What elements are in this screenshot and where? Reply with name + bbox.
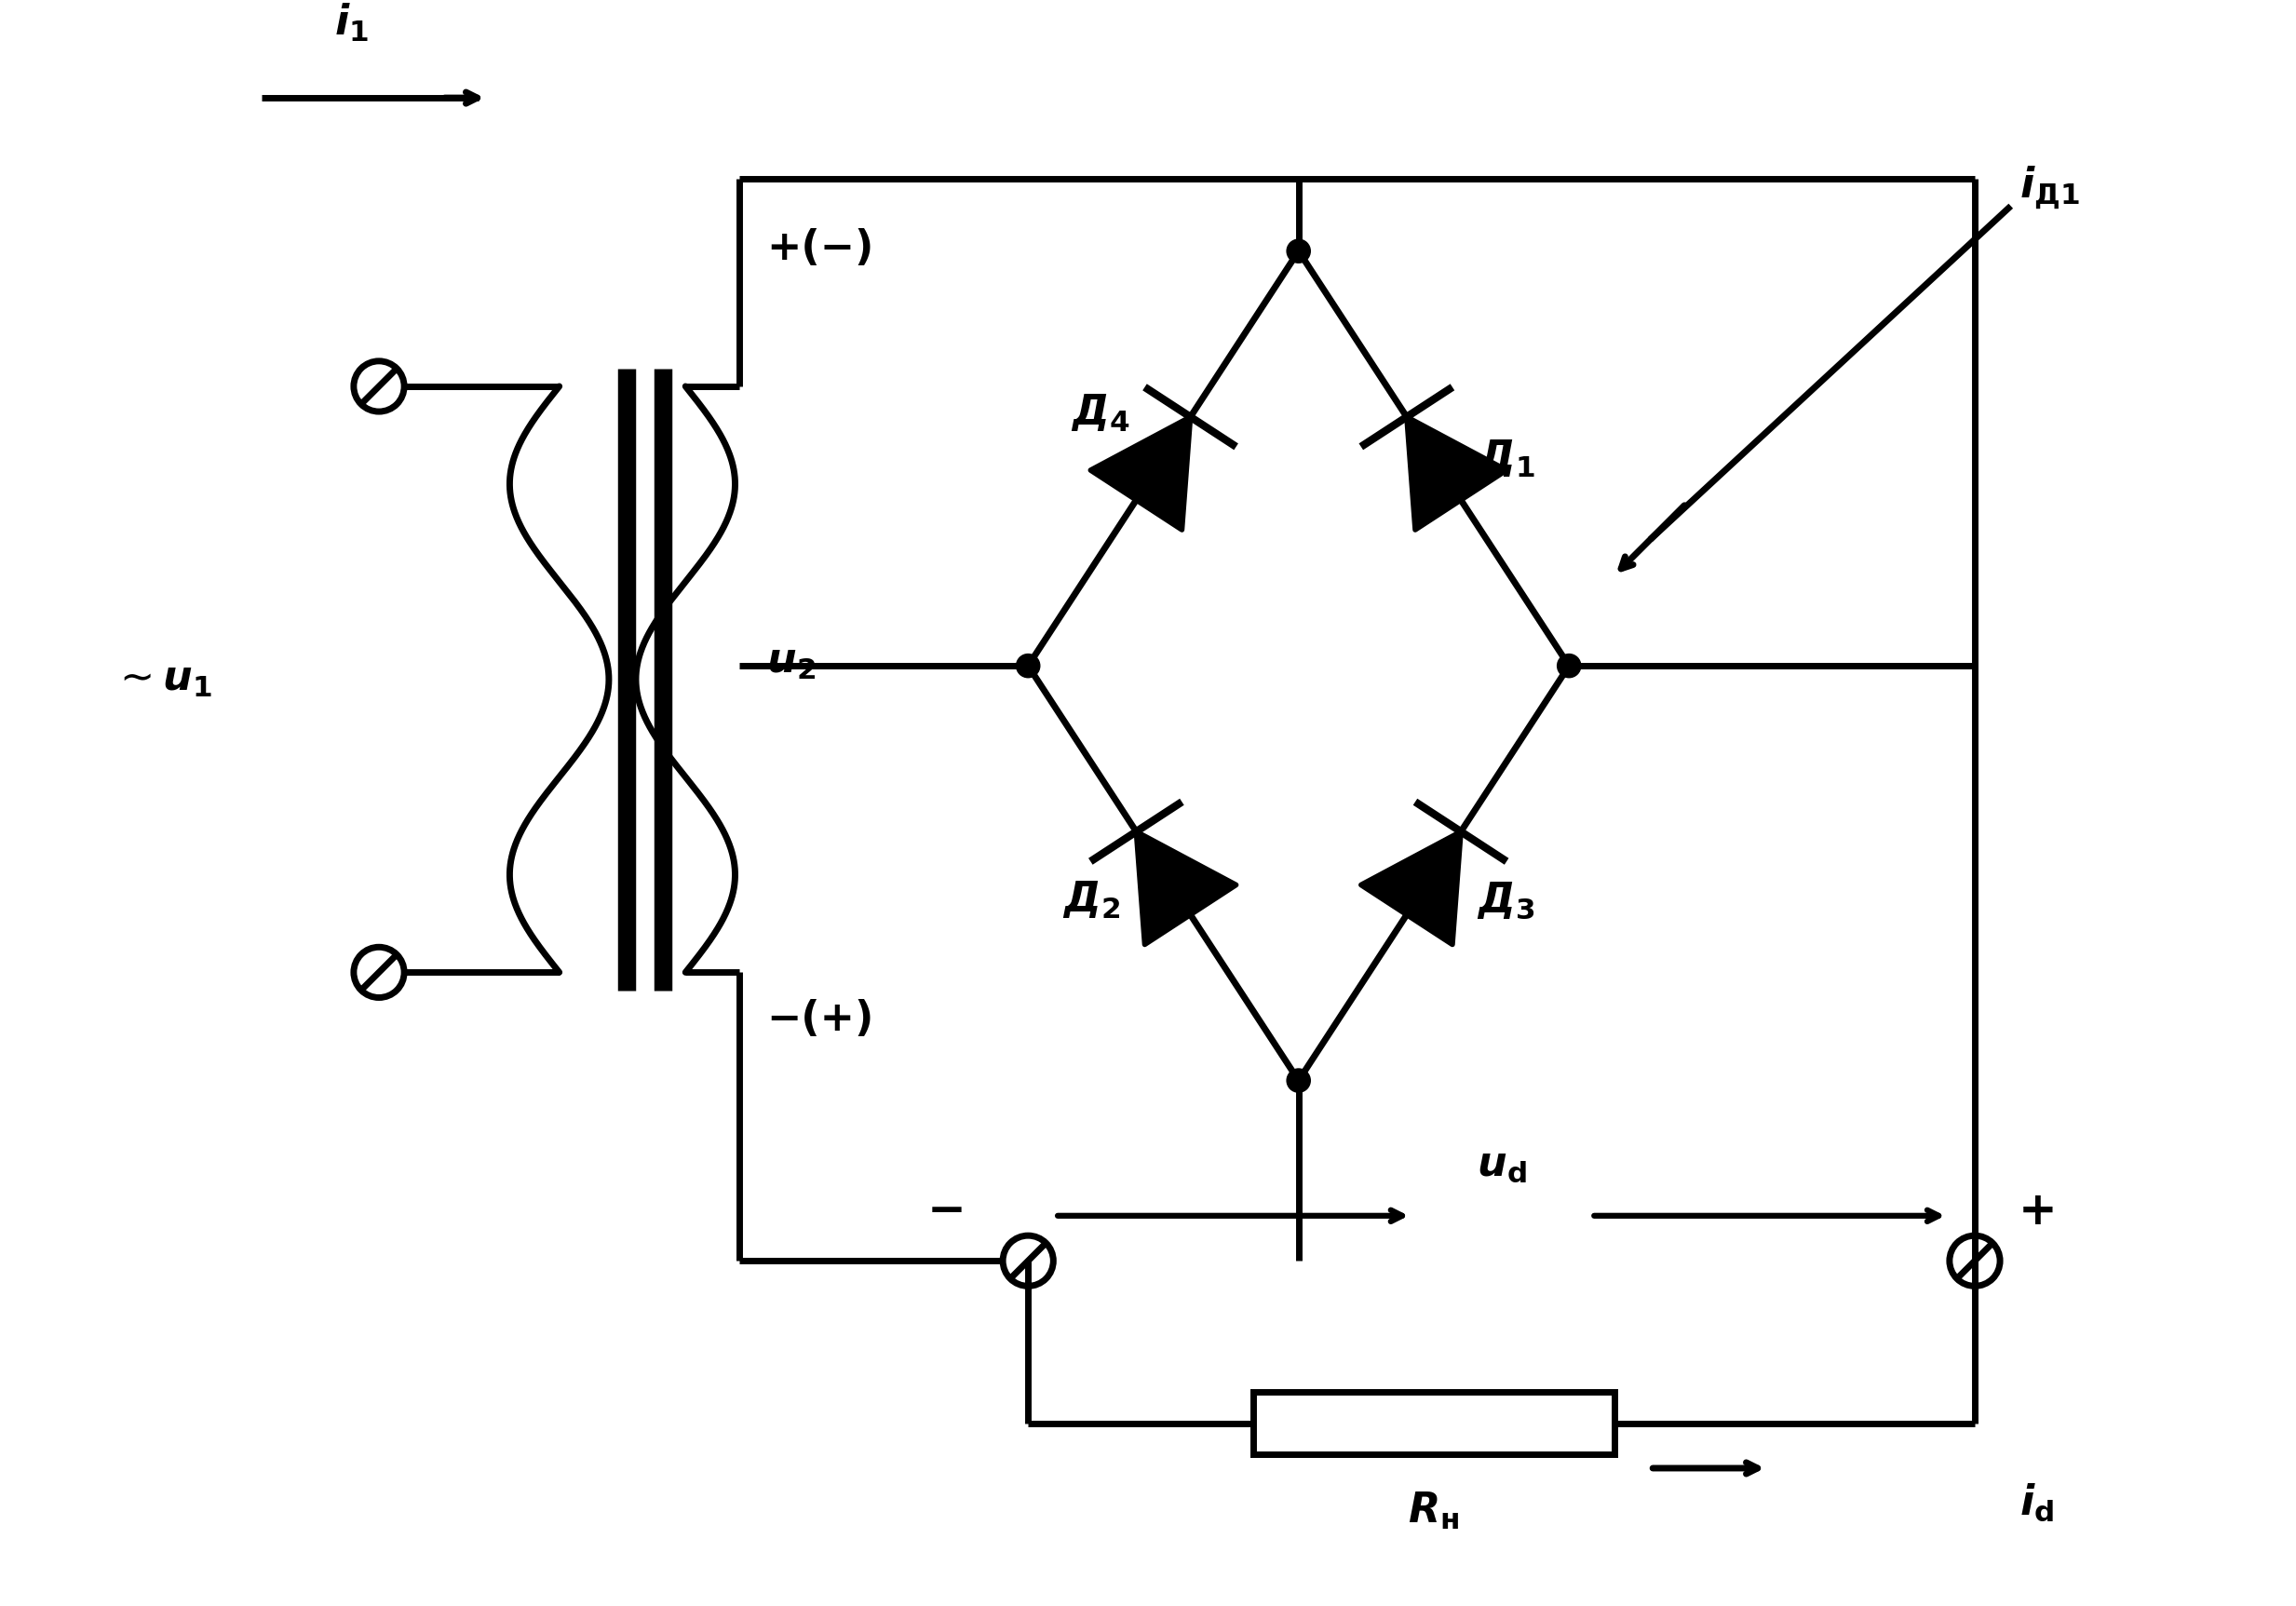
Text: i$_\mathbf{1}$: i$_\mathbf{1}$: [335, 2, 370, 43]
Text: R$_\mathbf{н}$: R$_\mathbf{н}$: [1407, 1490, 1460, 1532]
Text: i$_\mathbf{d}$: i$_\mathbf{d}$: [2020, 1482, 2055, 1522]
Circle shape: [1557, 654, 1580, 678]
Text: Д$_\mathbf{4}$: Д$_\mathbf{4}$: [1070, 393, 1130, 434]
Text: i$_{\mathbf{Д1}}$: i$_{\mathbf{Д1}}$: [2020, 164, 2080, 212]
Polygon shape: [1137, 832, 1235, 944]
Text: +: +: [2018, 1188, 2057, 1233]
Polygon shape: [1407, 418, 1506, 530]
Polygon shape: [1091, 418, 1189, 530]
Text: u$_\mathbf{2}$: u$_\mathbf{2}$: [767, 641, 815, 681]
Text: Д$_\mathbf{3}$: Д$_\mathbf{3}$: [1476, 880, 1536, 920]
Text: $\sim$u$_\mathbf{1}$: $\sim$u$_\mathbf{1}$: [113, 660, 214, 699]
Circle shape: [1286, 1070, 1311, 1092]
Bar: [1254, 1391, 1614, 1455]
Circle shape: [1017, 654, 1040, 678]
Circle shape: [1286, 239, 1311, 263]
Text: u$_\mathbf{d}$: u$_\mathbf{d}$: [1476, 1143, 1527, 1184]
Text: −(+): −(+): [767, 999, 875, 1039]
Text: +(−): +(−): [767, 228, 875, 268]
Text: Д$_\mathbf{2}$: Д$_\mathbf{2}$: [1063, 880, 1120, 920]
Polygon shape: [1362, 832, 1460, 944]
Text: −: −: [928, 1188, 967, 1233]
Text: Д$_\mathbf{1}$: Д$_\mathbf{1}$: [1476, 438, 1536, 479]
